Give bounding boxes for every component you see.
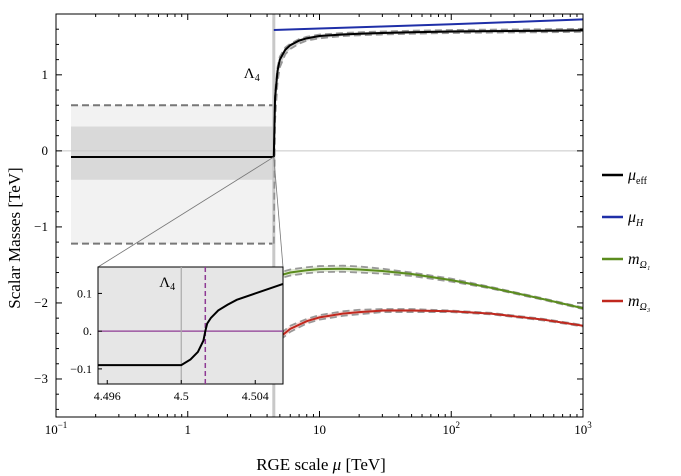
legend-label-base: μ xyxy=(627,209,636,226)
legend-label-base: m xyxy=(628,251,640,268)
legend-label-mu_eff: μeff xyxy=(627,167,648,187)
mu_H-line xyxy=(273,18,584,31)
inset-frame xyxy=(97,266,284,385)
inset-zoom-connectors xyxy=(97,156,284,268)
m_Omega1-line xyxy=(273,267,584,310)
x-axis-label-part: RGE scale xyxy=(256,455,332,474)
legend-label-sub: Ω₃ xyxy=(640,302,651,313)
m_Omega3-line xyxy=(273,309,584,346)
inset-plot: Λ4 4.496 4.5 4.504 0.1 0. −0.1 xyxy=(70,266,284,403)
x-tick-label-0: 10−1 xyxy=(45,420,68,437)
legend-label-base: m xyxy=(628,293,640,310)
inset-y-tick-label-0: 0.1 xyxy=(77,286,92,300)
legend-label-sub: H xyxy=(635,218,644,229)
x-tick-label-base: 10 xyxy=(443,422,456,437)
x-tick-label-1: 1 xyxy=(185,422,192,437)
mu_eff-line xyxy=(272,29,584,157)
x-tick-label-3: 102 xyxy=(443,420,461,437)
x-tick-label-base: 1 xyxy=(185,422,192,437)
y-tick-label-0: 1 xyxy=(42,67,49,82)
threshold-label: Λ4 xyxy=(244,66,260,84)
y-axis-label: Scalar Masses [TeV] xyxy=(5,167,24,308)
x-tick-label-base: 10 xyxy=(313,422,326,437)
x-tick-label-4: 103 xyxy=(574,420,592,437)
inset-y-tick-label-1: 0. xyxy=(83,324,92,338)
x-tick-label-exp: 3 xyxy=(587,420,592,430)
inset-x-tick-label-2: 4.504 xyxy=(242,389,269,403)
inner-band-low xyxy=(71,126,274,180)
legend-label-mu_H: μH xyxy=(627,209,644,229)
inset-x-tick-label-1: 4.5 xyxy=(174,389,189,403)
zoom-connector-left xyxy=(97,156,275,268)
mu_eff-band-lower xyxy=(272,30,584,244)
x-tick-label-base: 10 xyxy=(574,422,587,437)
x-tick-label-exp: −1 xyxy=(58,420,68,430)
x-axis-label-part: [TeV] xyxy=(341,455,386,474)
y-tick-label-2: −1 xyxy=(34,219,48,234)
legend-label-base: μ xyxy=(627,167,636,184)
y-tick-label-4: −3 xyxy=(34,371,48,386)
series-lines xyxy=(71,18,584,350)
x-tick-label-2: 10 xyxy=(313,422,326,437)
y-tick-label-1: 0 xyxy=(42,143,49,158)
threshold-label-sub: 4 xyxy=(255,73,260,84)
inset-threshold-label: Λ4 xyxy=(159,275,175,293)
inset-threshold-label-base: Λ xyxy=(159,275,170,291)
y-tick-label-3: −2 xyxy=(34,295,48,310)
x-tick-label-base: 10 xyxy=(45,422,58,437)
inset-threshold-label-sub: 4 xyxy=(170,282,175,293)
m_Omega3-band-lower xyxy=(273,311,584,350)
x-tick-label-exp: 2 xyxy=(456,420,461,430)
threshold-label-base: Λ xyxy=(244,66,255,82)
legend-label-sub: Ω₁ xyxy=(640,260,651,271)
inset-mu-eff-curve xyxy=(98,283,284,367)
legend-label-sub: eff xyxy=(636,176,648,187)
inset-y-tick-label-2: −0.1 xyxy=(70,362,92,376)
x-axis-label-mu: μ xyxy=(332,455,342,474)
legend-label-m_Omega1: mΩ₁ xyxy=(628,251,650,271)
x-axis-label: RGE scale μ [TeV] xyxy=(256,455,386,474)
inset-x-tick-label-0: 4.496 xyxy=(94,389,121,403)
zoom-connector-right xyxy=(273,156,284,268)
mu_eff-band-upper xyxy=(272,27,584,157)
legend-label-m_Omega3: mΩ₃ xyxy=(628,293,651,313)
